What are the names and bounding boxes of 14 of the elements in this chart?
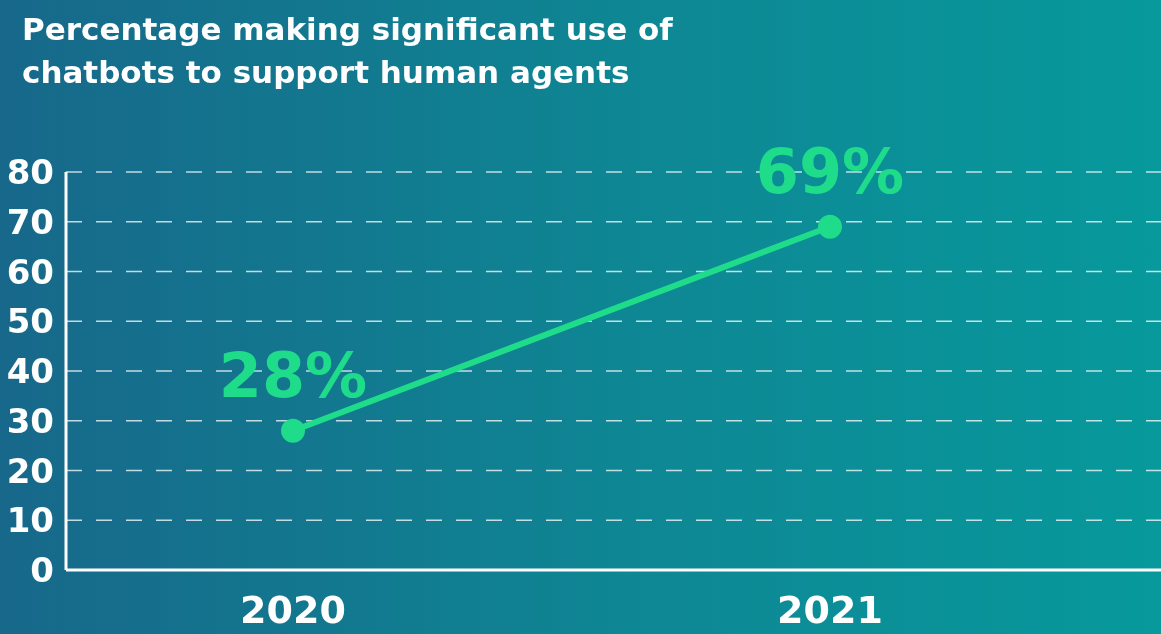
y-tick-label: 80	[6, 152, 54, 193]
y-tick-label: 10	[6, 500, 54, 541]
y-tick-label: 70	[6, 201, 54, 242]
x-tick-label: 2021	[777, 587, 883, 632]
y-tick-label: 50	[6, 301, 54, 342]
data-label: 28%	[218, 338, 368, 412]
y-tick-label: 0	[30, 550, 54, 591]
y-tick-label: 40	[6, 351, 54, 392]
y-tick-label: 20	[6, 450, 54, 491]
data-label: 69%	[755, 134, 905, 208]
chart-title: Percentage making significant use of chatbots to support human agents	[22, 10, 674, 92]
x-tick-label: 2020	[240, 587, 346, 632]
y-tick-label: 30	[6, 400, 54, 441]
y-tick-label: 60	[6, 251, 54, 292]
